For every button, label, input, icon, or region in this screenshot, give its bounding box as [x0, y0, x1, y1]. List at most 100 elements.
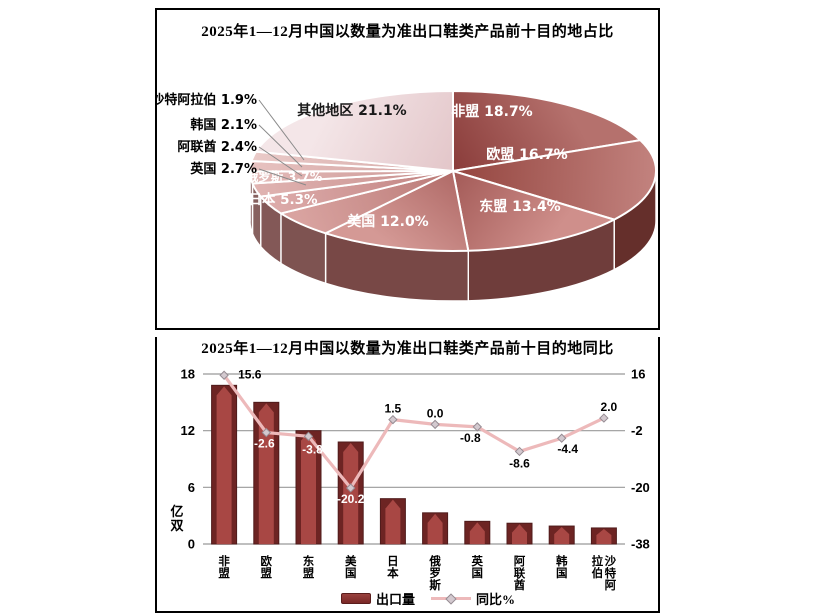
line-series: 15.6 -2.6 -3.8 -20.2 1.5 0.0 -0.8 -8.6 -4.4 2.0 [219, 367, 618, 506]
pie-labels: 非盟 18.7% 欧盟 16.7% 东盟 13.4% 美国 12.0% 日本 5.3% 俄… [157, 92, 568, 230]
line-series-swatch-icon [431, 592, 472, 605]
line-marker-diamond [556, 433, 567, 443]
pie-slice-非盟 [452, 90, 642, 172]
pie-slice-label: 欧盟 16.7% [486, 146, 567, 163]
line-data-label: -0.8 [460, 431, 481, 445]
x-axis-label: 欧 [261, 554, 273, 568]
bar-line-chart-panel: 2025年1—12月中国以数量为准出口鞋类产品前十目的地同比 18 12 6 0 16 -… [155, 337, 660, 613]
bar-series-swatch-icon [341, 593, 371, 604]
legend-item-export-volume: 出口量 [341, 589, 415, 608]
pie-slices [249, 90, 657, 252]
x-axis-label: 酋 [514, 578, 526, 592]
line-data-label: -2.6 [254, 437, 275, 451]
pie-chart-title: 2025年1—12月中国以数量为准出口鞋类产品前十目的地占比 [201, 24, 614, 40]
pie-chart: 非盟 18.7% 欧盟 16.7% 东盟 13.4% 美国 12.0% 日本 5.3% 俄… [157, 90, 657, 302]
left-axis-tick: 6 [188, 480, 195, 495]
x-axis-label: 联 [514, 566, 526, 580]
pie-label-leader-line [258, 168, 307, 186]
x-axis-label: 美 [345, 554, 357, 568]
bar-俄罗斯 [422, 512, 449, 545]
line-marker-diamond [430, 419, 440, 430]
left-axis-tick: 12 [181, 423, 195, 438]
left-axis-unit-label: 亿 [170, 504, 183, 520]
x-axis-label: 阿 [605, 578, 617, 592]
x-axis-label: 沙 [605, 554, 617, 568]
x-axis-label: 英 [471, 554, 484, 568]
bar-东盟 [295, 430, 322, 545]
x-axis-label: 非 [218, 554, 230, 568]
x-axis-label: 本 [387, 566, 399, 580]
right-axis-tick: -20 [631, 480, 650, 495]
pie-chart-panel: 2025年1—12月中国以数量为准出口鞋类产品前十目的地占比 非盟 18.7% 欧… [155, 8, 660, 330]
right-axis-tick: -2 [631, 423, 643, 438]
pie-slice-label: 其他地区 21.1% [297, 102, 406, 119]
line-marker-diamond [219, 370, 229, 380]
line-data-label: -4.4 [557, 442, 578, 456]
left-axis-tick: 0 [188, 537, 195, 552]
line-data-label: 0.0 [427, 406, 444, 420]
pie-slice-label: 美国 12.0% [347, 213, 428, 230]
bar-英国 [464, 520, 491, 545]
line-marker-diamond [599, 413, 609, 423]
x-axis-label: 国 [472, 566, 484, 580]
legend-label-yoy: 同比% [476, 592, 516, 607]
line-data-label: 2.0 [601, 400, 618, 414]
bar-line-chart: 18 12 6 0 16 -2 -20 -38 亿双 15.6 -2.6 -3.8 -20.2 1.5 0.… [170, 367, 649, 593]
pie-slice-东盟 [452, 170, 616, 252]
line-data-label: 1.5 [385, 402, 402, 416]
x-axis-label: 俄 [428, 554, 441, 568]
x-axis-label: 斯 [429, 578, 441, 592]
legend-label-export-volume: 出口量 [376, 592, 416, 607]
pie-slice-欧盟 [452, 139, 657, 221]
line-data-label: 15.6 [238, 367, 262, 381]
line-marker-diamond [345, 483, 356, 493]
x-axis-label: 伯 [592, 566, 604, 580]
report-canvas: 2025年1—12月中国以数量为准出口鞋类产品前十目的地占比 非盟 18.7% 欧… [155, 8, 660, 613]
bar-chart-title: 2025年1—12月中国以数量为准出口鞋类产品前十目的地同比 [201, 341, 614, 357]
pie-slice-label: 俄罗斯 3.7% [245, 169, 323, 184]
bar-series [211, 384, 617, 545]
bar-美国 [337, 441, 364, 545]
right-axis-tick: 16 [631, 367, 645, 382]
bar-欧盟 [253, 401, 280, 545]
bar-日本 [379, 498, 406, 545]
pie-slice-其他地区 [255, 90, 454, 172]
line-marker-diamond [303, 431, 314, 442]
bar-阿联酋 [506, 522, 533, 545]
x-axis-label: 东 [303, 554, 315, 568]
chart-legend: 出口量 同比% [341, 589, 515, 608]
bar-韩国 [548, 525, 575, 545]
line-data-label: -8.6 [509, 456, 530, 470]
x-axis-label: 盟 [218, 566, 230, 580]
bar-沙特阿拉伯 [590, 527, 617, 545]
x-axis-label: 日 [387, 554, 399, 568]
bar-非盟 [211, 384, 238, 545]
line-data-label: -3.8 [302, 442, 323, 456]
x-axis-label: 盟 [261, 566, 273, 580]
line-data-label: -20.2 [337, 492, 365, 506]
x-axis-label: 阿 [514, 554, 526, 568]
pie-label-leader-line [258, 99, 305, 161]
pie-slice-美国 [324, 170, 470, 252]
left-axis-tick: 18 [181, 367, 195, 382]
line-marker-diamond [261, 427, 272, 438]
pie-slice-label: 日本 5.3% [248, 191, 318, 208]
right-axis-tick: -38 [631, 537, 650, 552]
pie-slice-label: 非盟 18.7% [451, 103, 532, 120]
x-axis-label: 盟 [303, 566, 315, 580]
pie-slice-label: 东盟 13.4% [479, 198, 560, 215]
legend-item-yoy: 同比% [431, 589, 515, 608]
pie-slice-label: 韩国 2.1% [190, 117, 257, 133]
line-marker-diamond [514, 446, 525, 457]
x-axis-label: 韩 [556, 554, 568, 568]
yoy-line [222, 374, 605, 490]
x-axis-label: 特 [605, 566, 617, 580]
x-axis-label: 国 [345, 566, 357, 580]
line-marker-diamond [472, 422, 483, 432]
line-marker-diamond [388, 414, 398, 425]
x-axis-label: 拉 [592, 554, 604, 568]
axis-ticks: 18 12 6 0 16 -2 -20 -38 亿双 [170, 367, 649, 552]
x-axis-label: 罗 [429, 566, 441, 580]
